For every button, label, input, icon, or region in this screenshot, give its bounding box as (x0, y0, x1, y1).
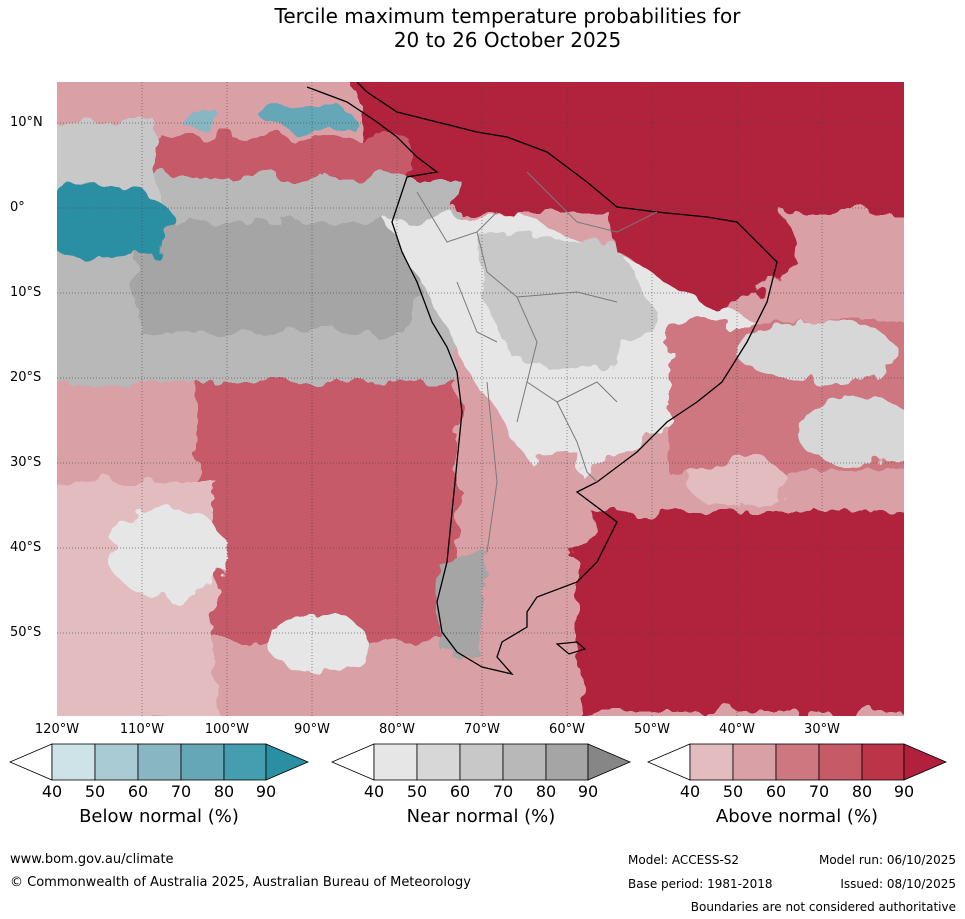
colorbars (8, 743, 948, 781)
below-tick-60: 60 (127, 782, 149, 801)
above-arrow-low (646, 743, 691, 781)
near-arrow-high (587, 743, 632, 781)
falkland-islands (555, 641, 587, 655)
graticule (57, 82, 904, 716)
title-line-2: 20 to 26 October 2025 (393, 28, 622, 52)
brazil-warm (597, 152, 797, 312)
near-swatch-1 (373, 743, 418, 781)
below-tick-40: 40 (41, 782, 63, 801)
lon-label-110w: 110°W (119, 722, 165, 737)
above-swatch-4 (818, 743, 863, 781)
below-arrow-high (265, 743, 310, 781)
above-tick-50: 50 (722, 782, 744, 801)
title-line-1: Tercile maximum temperature probabilitie… (274, 4, 741, 28)
above-tick-70: 70 (808, 782, 830, 801)
footer-url: www.bom.gov.au/climate (10, 852, 174, 867)
near-tick-80: 80 (535, 782, 557, 801)
below-tick-90: 90 (255, 782, 277, 801)
above-tick-90: 90 (893, 782, 915, 801)
near-tick-90: 90 (577, 782, 599, 801)
lon-label-50w: 50°W (634, 722, 670, 737)
near-swatch-4 (502, 743, 547, 781)
below-normal-patch-north (262, 103, 352, 131)
probability-map (57, 82, 904, 716)
near-tick-70: 70 (492, 782, 514, 801)
near-tick-40: 40 (363, 782, 385, 801)
lon-label-60w: 60°W (549, 722, 585, 737)
lat-label-10n: 10°N (10, 115, 43, 130)
below-swatch-5 (223, 743, 267, 781)
above-swatch-5 (861, 743, 905, 781)
lat-label-20s: 20°S (10, 370, 42, 385)
above-swatch-3 (775, 743, 820, 781)
colorbar-near (330, 743, 632, 781)
below-tick-70: 70 (170, 782, 192, 801)
near-tick-60: 60 (449, 782, 471, 801)
footer-base-period: Base period: 1981-2018 (628, 877, 773, 891)
below-tick-50: 50 (84, 782, 106, 801)
lat-label-40s: 40°S (10, 540, 42, 555)
footer-model: Model: ACCESS-S2 (628, 853, 740, 867)
below-swatch-3 (137, 743, 182, 781)
map-canvas (57, 82, 904, 716)
footer-copyright: © Commonwealth of Australia 2025, Austra… (10, 875, 471, 890)
above-swatch-1 (689, 743, 734, 781)
above-tick-60: 60 (765, 782, 787, 801)
lon-label-40w: 40°W (719, 722, 755, 737)
colorbar-below (8, 743, 310, 781)
lon-label-100w: 100°W (204, 722, 250, 737)
below-swatch-1 (51, 743, 96, 781)
below-normal-title: Below normal (%) (79, 806, 239, 827)
above-swatch-2 (732, 743, 777, 781)
footer-disclaimer: Boundaries are not considered authoritat… (690, 900, 956, 914)
below-swatch-4 (180, 743, 225, 781)
atlantic-grey-2 (797, 397, 904, 467)
lat-label-50s: 50°S (10, 625, 42, 640)
below-swatch-2 (94, 743, 139, 781)
south-america-coastline (306, 82, 778, 676)
argentina-field (457, 452, 597, 642)
near-tick-50: 50 (406, 782, 428, 801)
atlantic-grey (737, 322, 897, 382)
south-pacific-grey-2 (267, 612, 367, 672)
lon-label-90w: 90°W (294, 722, 330, 737)
near-swatch-3 (459, 743, 504, 781)
above-normal-title: Above normal (%) (715, 806, 879, 827)
below-normal-patch-small (180, 112, 224, 128)
lat-label-30s: 30°S (10, 455, 42, 470)
footer-issued: Issued: 08/10/2025 (840, 877, 956, 891)
below-normal-patch-west (57, 184, 172, 260)
below-arrow-low (8, 743, 53, 781)
above-tick-80: 80 (851, 782, 873, 801)
colorbar-above (646, 743, 948, 781)
near-normal-title: Near normal (%) (406, 806, 556, 827)
lon-label-30w: 30°W (804, 722, 840, 737)
near-swatch-5 (545, 743, 589, 781)
above-arrow-high (903, 743, 948, 781)
chart-title: Tercile maximum temperature probabilitie… (0, 4, 965, 52)
near-swatch-2 (416, 743, 461, 781)
below-tick-80: 80 (213, 782, 235, 801)
above-tick-40: 40 (679, 782, 701, 801)
south-pacific-grey (107, 507, 227, 597)
lat-label-10s: 10°S (10, 285, 42, 300)
lat-label-0: 0° (10, 200, 25, 215)
near-normal-core (137, 222, 417, 332)
patagonia-grey (437, 552, 487, 657)
south-atlantic-dark (577, 512, 904, 712)
lon-label-120w: 120°W (34, 722, 80, 737)
south-pacific-warm (197, 382, 457, 642)
near-arrow-low (330, 743, 375, 781)
lon-label-80w: 80°W (379, 722, 415, 737)
country-borders (416, 171, 658, 553)
footer-model-run: Model run: 06/10/2025 (818, 853, 956, 867)
lon-label-70w: 70°W (464, 722, 500, 737)
